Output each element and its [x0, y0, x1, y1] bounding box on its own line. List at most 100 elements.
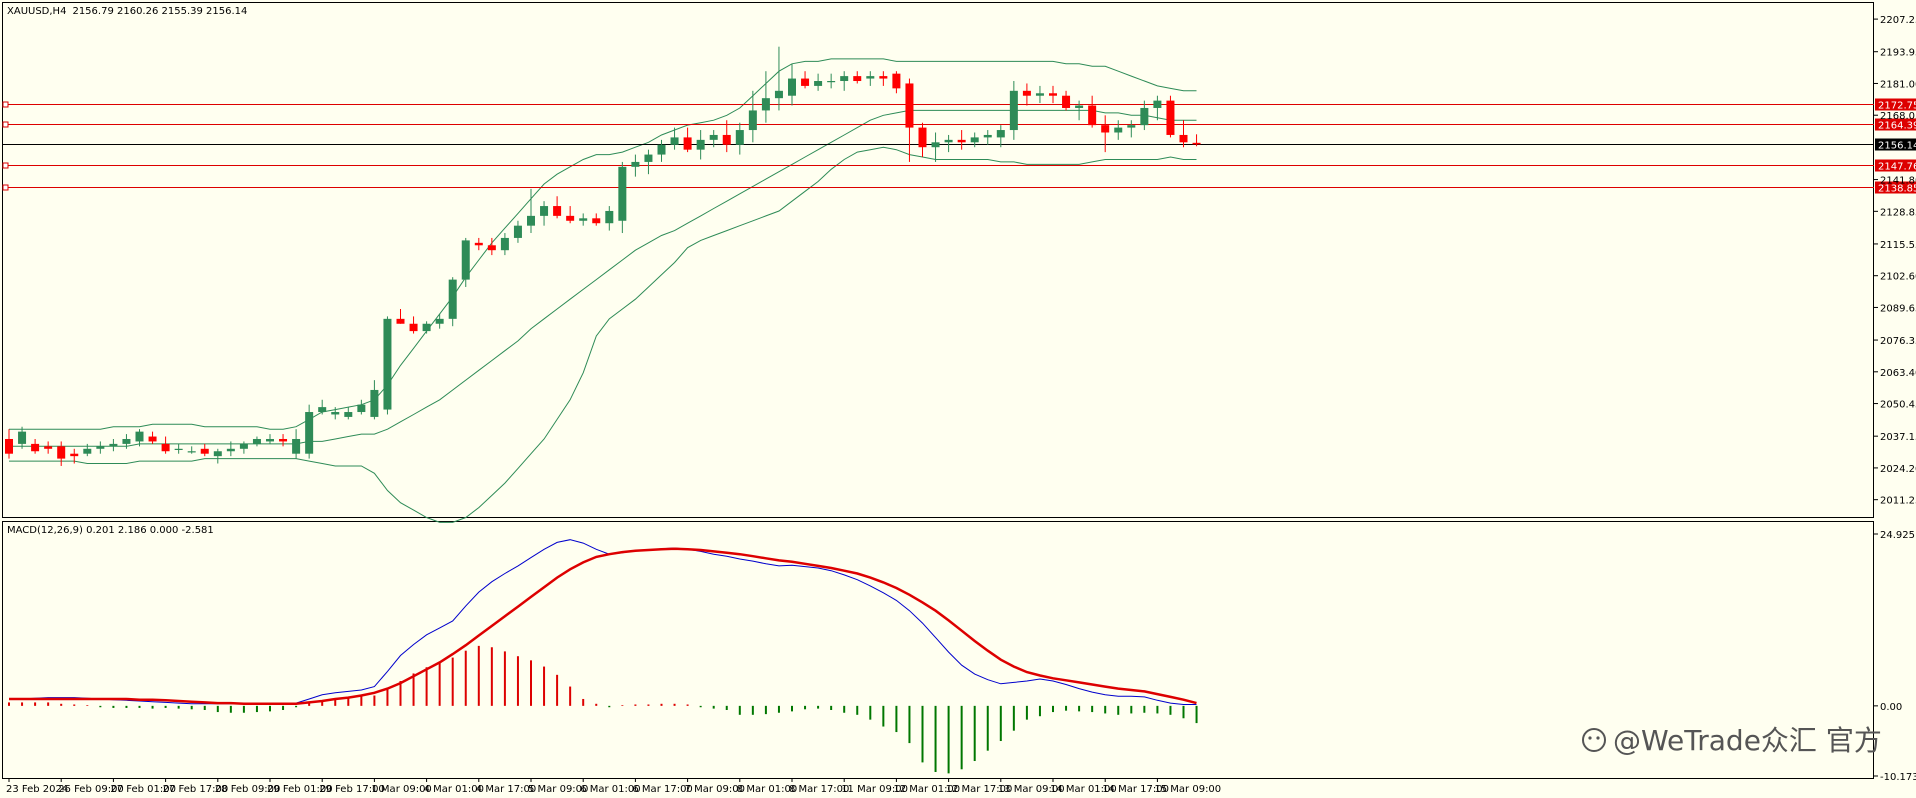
time-axis-label: 27 Feb 17:00 [163, 784, 229, 795]
candle-body [279, 438, 288, 442]
time-axis-label: 13 Mar 09:00 [998, 784, 1065, 795]
candle-body [239, 443, 248, 449]
price-levels[interactable]: 2172.75 2164.39 2156.14 2147.76 2138.85 [2, 98, 1916, 195]
wechat-icon [1582, 728, 1606, 752]
price-axis: 2207.25 2193.95 2181.00 2168.05 2141.80 2128.… [1874, 15, 1916, 507]
candle-body [409, 323, 418, 332]
candle-body [722, 134, 731, 145]
candle-body [1179, 134, 1188, 143]
time-axis-label: 8 Mar 01:00 [737, 784, 797, 795]
candle-body [918, 127, 927, 148]
macd-panel-frame [2, 521, 1874, 779]
time-axis-label: 8 Mar 17:00 [789, 784, 849, 795]
candle-body [266, 438, 274, 442]
candle-body [83, 448, 92, 454]
candle-body [892, 73, 901, 89]
candle-body [70, 453, 79, 457]
candle-body [605, 210, 614, 224]
candle-body [383, 318, 392, 410]
price-axis-label: 2168.05 [1880, 111, 1916, 122]
time-axis-label: 4 Mar 01:00 [424, 784, 484, 795]
bollinger-upper-line [9, 58, 1197, 430]
candle-body [983, 134, 992, 138]
symbol-ohlc-header: XAUUSD,H4 2156.79 2160.26 2155.39 2156.14 [7, 6, 247, 17]
time-axis-label: 23 Feb 2024 [6, 784, 68, 795]
candle-body [187, 451, 196, 453]
time-axis-label: 5 Mar 09:00 [528, 784, 588, 795]
candle-body [735, 130, 744, 145]
price-level-badge [1875, 138, 1916, 151]
bollinger-middle-line [9, 109, 1197, 447]
macd-axis: 24.925 0.00 -10.173 [1874, 530, 1916, 783]
candle-body [827, 81, 836, 83]
price-axis-label: 2037.15 [1880, 432, 1916, 443]
candle-body [448, 279, 457, 319]
time-axis-label: 6 Mar 01:00 [580, 784, 640, 795]
candle-body [1166, 100, 1175, 135]
time-axis-label: 14 Mar 01:00 [1050, 784, 1117, 795]
candle-body [344, 412, 353, 417]
candle-body [500, 237, 509, 251]
candle-body [944, 139, 953, 143]
candle-body [540, 206, 549, 216]
bollinger-bands [9, 58, 1197, 523]
price-level-badge [1875, 159, 1916, 172]
candle-body [213, 451, 222, 457]
candle-body [879, 76, 888, 79]
candle-body [461, 240, 470, 280]
candle-body [44, 446, 53, 449]
candle-body [631, 161, 640, 167]
level-anchor-handle [2, 101, 9, 108]
candle-body [527, 215, 535, 226]
candle-body [761, 98, 770, 111]
price-axis-label: 2089.65 [1880, 303, 1916, 314]
time-axis-label: 4 Mar 17:00 [476, 784, 536, 795]
candle-body [1192, 142, 1201, 145]
candle-body [57, 446, 66, 459]
candle-body [788, 78, 796, 96]
time-axis-label: 27 Feb 01:00 [110, 784, 176, 795]
candle-body [5, 438, 13, 454]
candle-body [996, 130, 1005, 138]
price-panel-frame [2, 2, 1874, 518]
time-axis-label: 28 Feb 09:00 [215, 784, 281, 795]
candle-body [174, 448, 183, 450]
candle-body [109, 443, 118, 447]
watermark: @WeTrade众汇 官方 [1582, 724, 1882, 757]
candle-body [553, 206, 562, 216]
price-level-label: 2147.76 [1878, 162, 1916, 173]
price-level-label: 2138.85 [1878, 184, 1916, 195]
candle-body [853, 76, 862, 82]
price-axis-label: 2076.35 [1880, 336, 1916, 347]
candle-body [161, 443, 170, 452]
candle-body [226, 448, 235, 452]
price-axis-label: 2181.00 [1880, 79, 1916, 90]
macd-signal-line [9, 547, 1197, 706]
candle-body [1127, 125, 1136, 128]
candle-body [866, 76, 875, 79]
candle-body [1009, 90, 1018, 131]
price-axis-label: 2193.95 [1880, 48, 1916, 59]
price-axis-label: 2063.40 [1880, 368, 1916, 379]
candle-body [305, 412, 314, 454]
price-level-badge [1875, 98, 1916, 111]
price-level-badge [1875, 118, 1916, 131]
time-axis-label: 29 Feb 17:00 [319, 784, 385, 795]
candle-body [135, 431, 144, 442]
candle-body [592, 218, 601, 224]
price-axis-label: 2141.80 [1880, 176, 1916, 187]
candle-body [657, 144, 666, 155]
candle-body [18, 431, 27, 444]
candle-body [840, 76, 849, 82]
watermark-text: @WeTrade众汇 官方 [1613, 724, 1882, 757]
candle-body [670, 137, 679, 145]
candle-body [931, 142, 940, 148]
candle-body [566, 215, 575, 221]
candle-body [774, 90, 783, 99]
candle-body [1062, 95, 1071, 108]
candle-body [696, 139, 705, 150]
candle-body [1049, 93, 1057, 96]
candle-body [422, 323, 431, 332]
candle-body [709, 134, 718, 140]
